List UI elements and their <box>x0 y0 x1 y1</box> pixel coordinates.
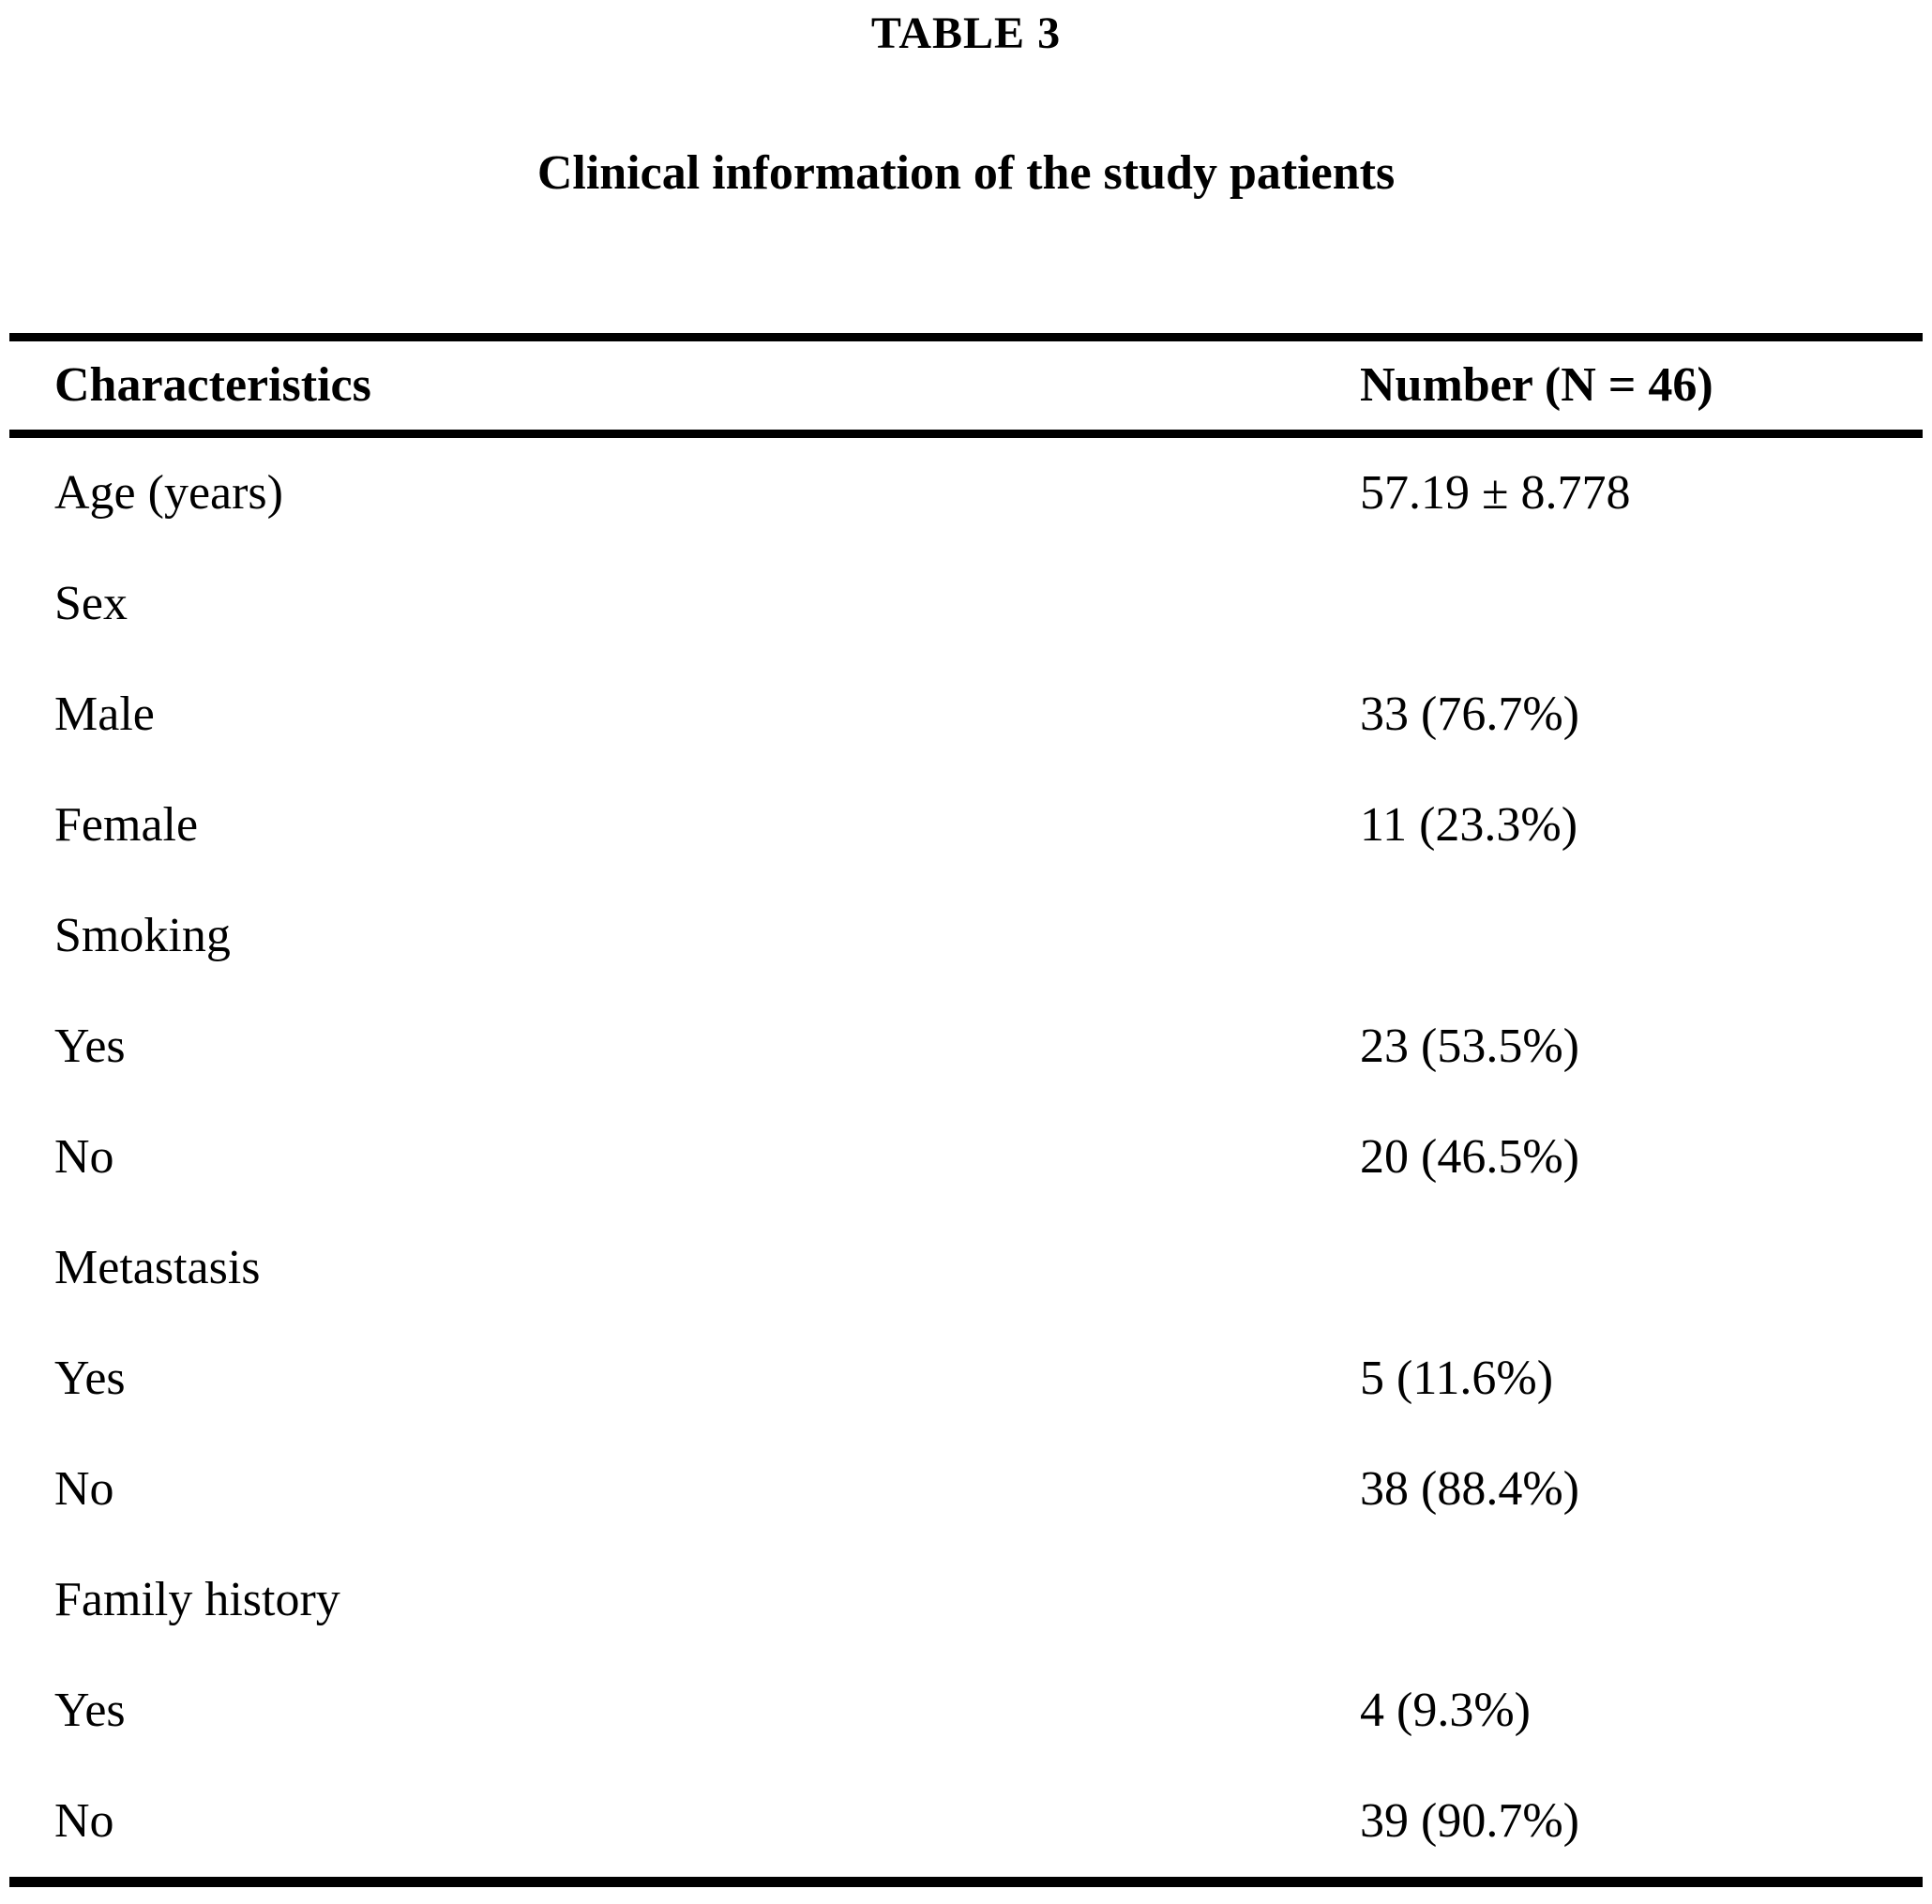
row-label: Yes <box>54 1352 126 1406</box>
row-value: 39 (90.7%) <box>1360 1794 1579 1849</box>
clinical-information-table: Characteristics Number (N = 46) Age (yea… <box>9 332 1923 1887</box>
row-label: Metastasis <box>54 1241 261 1295</box>
table-row: Smoking <box>9 881 1923 991</box>
row-value: 57.19 ± 8.778 <box>1360 466 1631 521</box>
table-number-label: TABLE 3 <box>870 8 1062 58</box>
row-value: 38 (88.4%) <box>1360 1462 1579 1517</box>
table-row: Metastasis <box>9 1213 1923 1323</box>
table-row: Female 11 (23.3%) <box>9 770 1923 881</box>
row-label: Family history <box>54 1573 340 1627</box>
row-label: No <box>54 1794 114 1849</box>
row-value: 33 (76.7%) <box>1360 688 1579 742</box>
table-row: Yes 5 (11.6%) <box>9 1323 1923 1434</box>
row-value: 5 (11.6%) <box>1360 1352 1554 1406</box>
row-value: 11 (23.3%) <box>1360 798 1578 853</box>
row-label: Sex <box>54 577 128 631</box>
table-row: No 38 (88.4%) <box>9 1434 1923 1545</box>
table-row: No 20 (46.5%) <box>9 1102 1923 1213</box>
column-header-number: Number (N = 46) <box>1360 358 1713 413</box>
row-value: 4 (9.3%) <box>1360 1684 1531 1738</box>
row-label: Male <box>54 688 155 742</box>
table-header-row: Characteristics Number (N = 46) <box>9 341 1923 438</box>
row-label: No <box>54 1462 114 1517</box>
table-row: Family history <box>9 1545 1923 1655</box>
table-row: Yes 23 (53.5%) <box>9 991 1923 1102</box>
row-label: Yes <box>54 1684 126 1738</box>
row-label: Yes <box>54 1020 126 1074</box>
row-label: Female <box>54 798 199 853</box>
row-value: 20 (46.5%) <box>1360 1130 1579 1185</box>
table-row: Age (years) 57.19 ± 8.778 <box>9 438 1923 549</box>
table-body: Age (years) 57.19 ± 8.778 Sex Male 33 (7… <box>9 438 1923 1877</box>
table-title: Clinical information of the study patien… <box>536 146 1396 201</box>
row-label: Smoking <box>54 909 231 963</box>
table-row: Yes 4 (9.3%) <box>9 1655 1923 1766</box>
column-header-characteristics: Characteristics <box>54 358 371 413</box>
table-row: Male 33 (76.7%) <box>9 659 1923 770</box>
row-label: No <box>54 1130 114 1185</box>
row-value: 23 (53.5%) <box>1360 1020 1579 1074</box>
table-row: Sex <box>9 549 1923 659</box>
table-row: No 39 (90.7%) <box>9 1766 1923 1877</box>
row-label: Age (years) <box>54 466 283 521</box>
